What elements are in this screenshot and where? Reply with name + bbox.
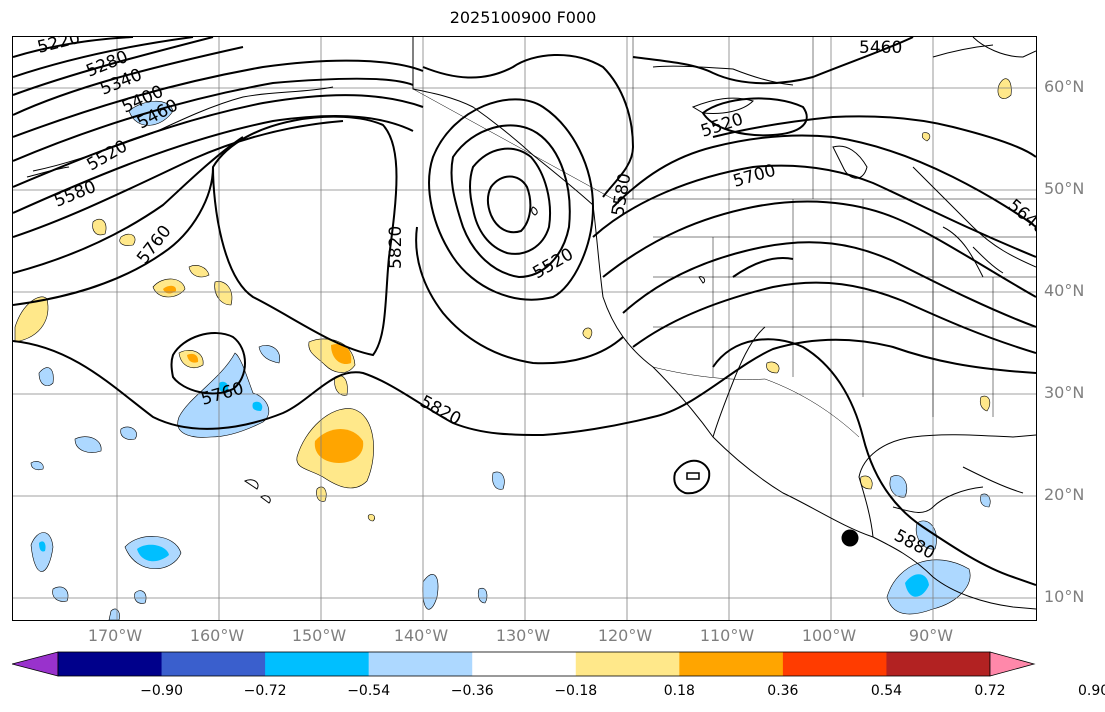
lon-label: 120°W xyxy=(597,626,653,645)
colorbar-tick-label: 0.36 xyxy=(767,683,799,699)
contour-label: 5580 xyxy=(608,172,635,218)
lat-label: 30°N xyxy=(1044,383,1085,402)
lon-label: 140°W xyxy=(393,626,449,645)
colorbar-cell xyxy=(472,652,577,676)
colorbar xyxy=(12,651,1036,677)
height-contours xyxy=(13,37,1036,586)
lon-label: 160°W xyxy=(189,626,245,645)
contour-label: 5700 xyxy=(731,161,778,192)
lat-label: 60°N xyxy=(1044,77,1085,96)
lat-label: 10°N xyxy=(1044,587,1085,606)
colorbar-extend-min xyxy=(12,651,59,677)
contour-label: 5520 xyxy=(530,244,577,283)
lat-label: 40°N xyxy=(1044,281,1085,300)
colorbar-cells xyxy=(57,651,991,677)
contour-label: 5460 xyxy=(859,38,902,58)
lon-label: 90°W xyxy=(908,626,954,645)
lon-label: 170°W xyxy=(87,626,143,645)
colorbar-tick-label: 0.18 xyxy=(663,683,695,699)
political-borders xyxy=(412,37,1036,438)
graticule xyxy=(13,37,1036,620)
lon-label: 100°W xyxy=(801,626,857,645)
contour-label: 5760 xyxy=(133,222,175,268)
contour-label: 5520 xyxy=(698,109,745,141)
colorbar-tick-label: 0.54 xyxy=(870,683,903,699)
contour-label: 5520 xyxy=(84,136,131,175)
coastlines xyxy=(26,37,1036,610)
lon-label: 130°W xyxy=(495,626,551,645)
colorbar-cell xyxy=(782,652,887,676)
lon-label: 110°W xyxy=(699,626,755,645)
anomaly-shading xyxy=(14,78,1012,620)
contour-label: 5820 xyxy=(386,226,406,269)
map-title: 2025100900 F000 xyxy=(449,8,597,27)
colorbar-cell xyxy=(886,652,991,676)
map-panel: 5220 5280 5340 5400 5460 5520 5580 5760 … xyxy=(12,36,1037,621)
lon-label: 150°W xyxy=(291,626,347,645)
colorbar-cell xyxy=(575,652,680,676)
colorbar-cell xyxy=(58,652,163,676)
colorbar-tick-label: −0.72 xyxy=(243,683,287,699)
lat-label: 20°N xyxy=(1044,485,1085,504)
colorbar-cell xyxy=(679,652,784,676)
storm-position-dot xyxy=(841,529,859,547)
colorbar-tick-label: 0.90 xyxy=(1077,683,1105,699)
colorbar-tick-label: −0.90 xyxy=(140,683,183,699)
colorbar-tick-label: −0.36 xyxy=(450,683,494,699)
colorbar-cell xyxy=(265,652,370,676)
contour-label: 5820 xyxy=(417,392,465,430)
colorbar-tick-label: −0.54 xyxy=(347,683,391,699)
contour-label: 5220 xyxy=(35,37,82,58)
colorbar-cell xyxy=(368,652,473,676)
colorbar-cell xyxy=(161,652,266,676)
colorbar-extend-max xyxy=(989,651,1036,677)
map-canvas: 5220 5280 5340 5400 5460 5520 5580 5760 … xyxy=(13,37,1036,620)
colorbar-tick-label: −0.18 xyxy=(554,683,598,699)
lat-label: 50°N xyxy=(1044,179,1085,198)
colorbar-tick-label: 0.72 xyxy=(974,683,1006,699)
contour-label: 5640 xyxy=(1004,196,1036,239)
